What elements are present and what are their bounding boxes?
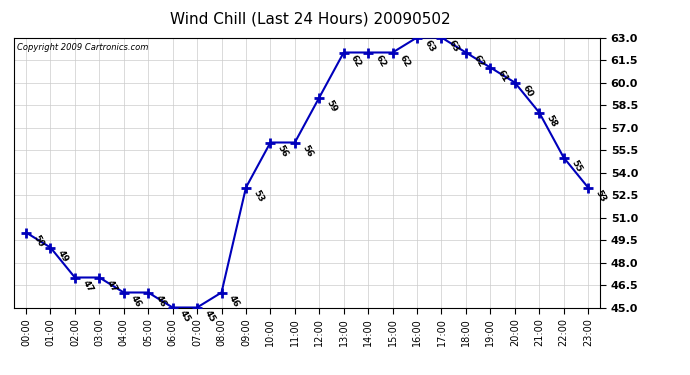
Text: 62: 62: [349, 54, 364, 69]
Text: 60: 60: [520, 84, 534, 99]
Text: 45: 45: [203, 309, 217, 324]
Text: 56: 56: [276, 144, 290, 159]
Text: 58: 58: [545, 114, 559, 129]
Text: 62: 62: [471, 54, 486, 69]
Text: Wind Chill (Last 24 Hours) 20090502: Wind Chill (Last 24 Hours) 20090502: [170, 11, 451, 26]
Text: Copyright 2009 Cartronics.com: Copyright 2009 Cartronics.com: [17, 43, 148, 52]
Text: 62: 62: [374, 54, 388, 69]
Text: 61: 61: [496, 69, 510, 84]
Text: 46: 46: [227, 294, 242, 309]
Text: 63: 63: [447, 39, 461, 54]
Text: 63: 63: [422, 39, 437, 54]
Text: 53: 53: [593, 189, 608, 204]
Text: 45: 45: [178, 309, 193, 324]
Text: 47: 47: [81, 279, 95, 294]
Text: 56: 56: [300, 144, 315, 159]
Text: 62: 62: [398, 54, 412, 69]
Text: 47: 47: [105, 279, 119, 294]
Text: 59: 59: [325, 99, 339, 114]
Text: 55: 55: [569, 159, 583, 174]
Text: 46: 46: [154, 294, 168, 309]
Text: 50: 50: [32, 234, 46, 249]
Text: 46: 46: [129, 294, 144, 309]
Text: 49: 49: [56, 249, 70, 264]
Text: 53: 53: [252, 189, 266, 204]
